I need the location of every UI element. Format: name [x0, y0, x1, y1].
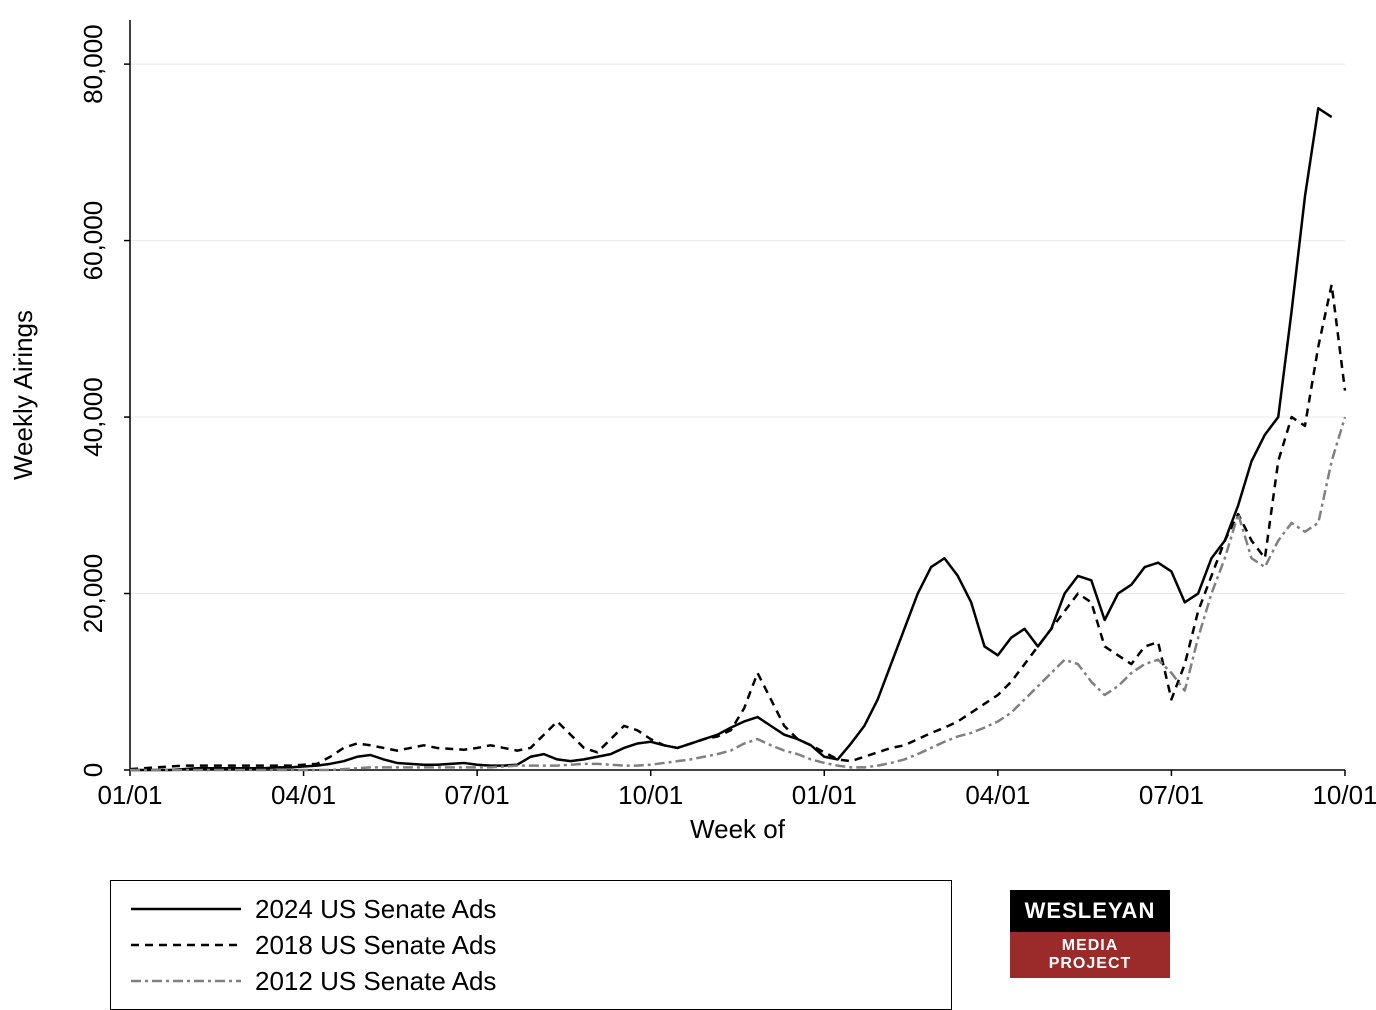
chart-container: 0 20,000 40,000 60,000 80,000 Weekly Airings 0…	[0, 0, 1376, 1000]
svg-text:80,000: 80,000	[78, 24, 108, 104]
legend: 2024 US Senate Ads 2018 US Senate Ads 2012…	[110, 880, 952, 1010]
svg-text:04/01: 04/01	[271, 780, 336, 810]
legend-item: 2018 US Senate Ads	[131, 927, 496, 963]
svg-text:07/01: 07/01	[1139, 780, 1204, 810]
svg-text:10/01: 10/01	[618, 780, 683, 810]
legend-swatch	[131, 899, 241, 919]
svg-text:40,000: 40,000	[78, 377, 108, 457]
svg-text:Weekly Airings: Weekly Airings	[8, 310, 38, 480]
svg-text:0: 0	[78, 763, 108, 777]
legend-item: 2024 US Senate Ads	[131, 891, 496, 927]
svg-text:01/01: 01/01	[97, 780, 162, 810]
chart-svg: 0 20,000 40,000 60,000 80,000 Weekly Airings 0…	[0, 0, 1376, 1000]
svg-text:20,000: 20,000	[78, 554, 108, 634]
legend-label: 2012 US Senate Ads	[255, 966, 496, 997]
svg-text:07/01: 07/01	[445, 780, 510, 810]
logo-bottom-text: MEDIA PROJECT	[1010, 932, 1170, 978]
legend-row: 2012 US Senate Ads	[131, 963, 931, 999]
legend-label: 2018 US Senate Ads	[255, 930, 496, 961]
legend-swatch	[131, 971, 241, 991]
svg-text:10/01: 10/01	[1312, 780, 1376, 810]
legend-label: 2024 US Senate Ads	[255, 894, 496, 925]
legend-row: 2024 US Senate Ads 2018 US Senate Ads	[131, 891, 931, 963]
wesleyan-logo: WESLEYAN MEDIA PROJECT	[1010, 890, 1170, 978]
legend-item: 2012 US Senate Ads	[131, 963, 496, 999]
svg-text:Week of: Week of	[690, 814, 786, 844]
svg-text:01/01: 01/01	[792, 780, 857, 810]
logo-top-text: WESLEYAN	[1010, 890, 1170, 932]
svg-text:04/01: 04/01	[965, 780, 1030, 810]
legend-swatch	[131, 935, 241, 955]
svg-text:60,000: 60,000	[78, 201, 108, 281]
